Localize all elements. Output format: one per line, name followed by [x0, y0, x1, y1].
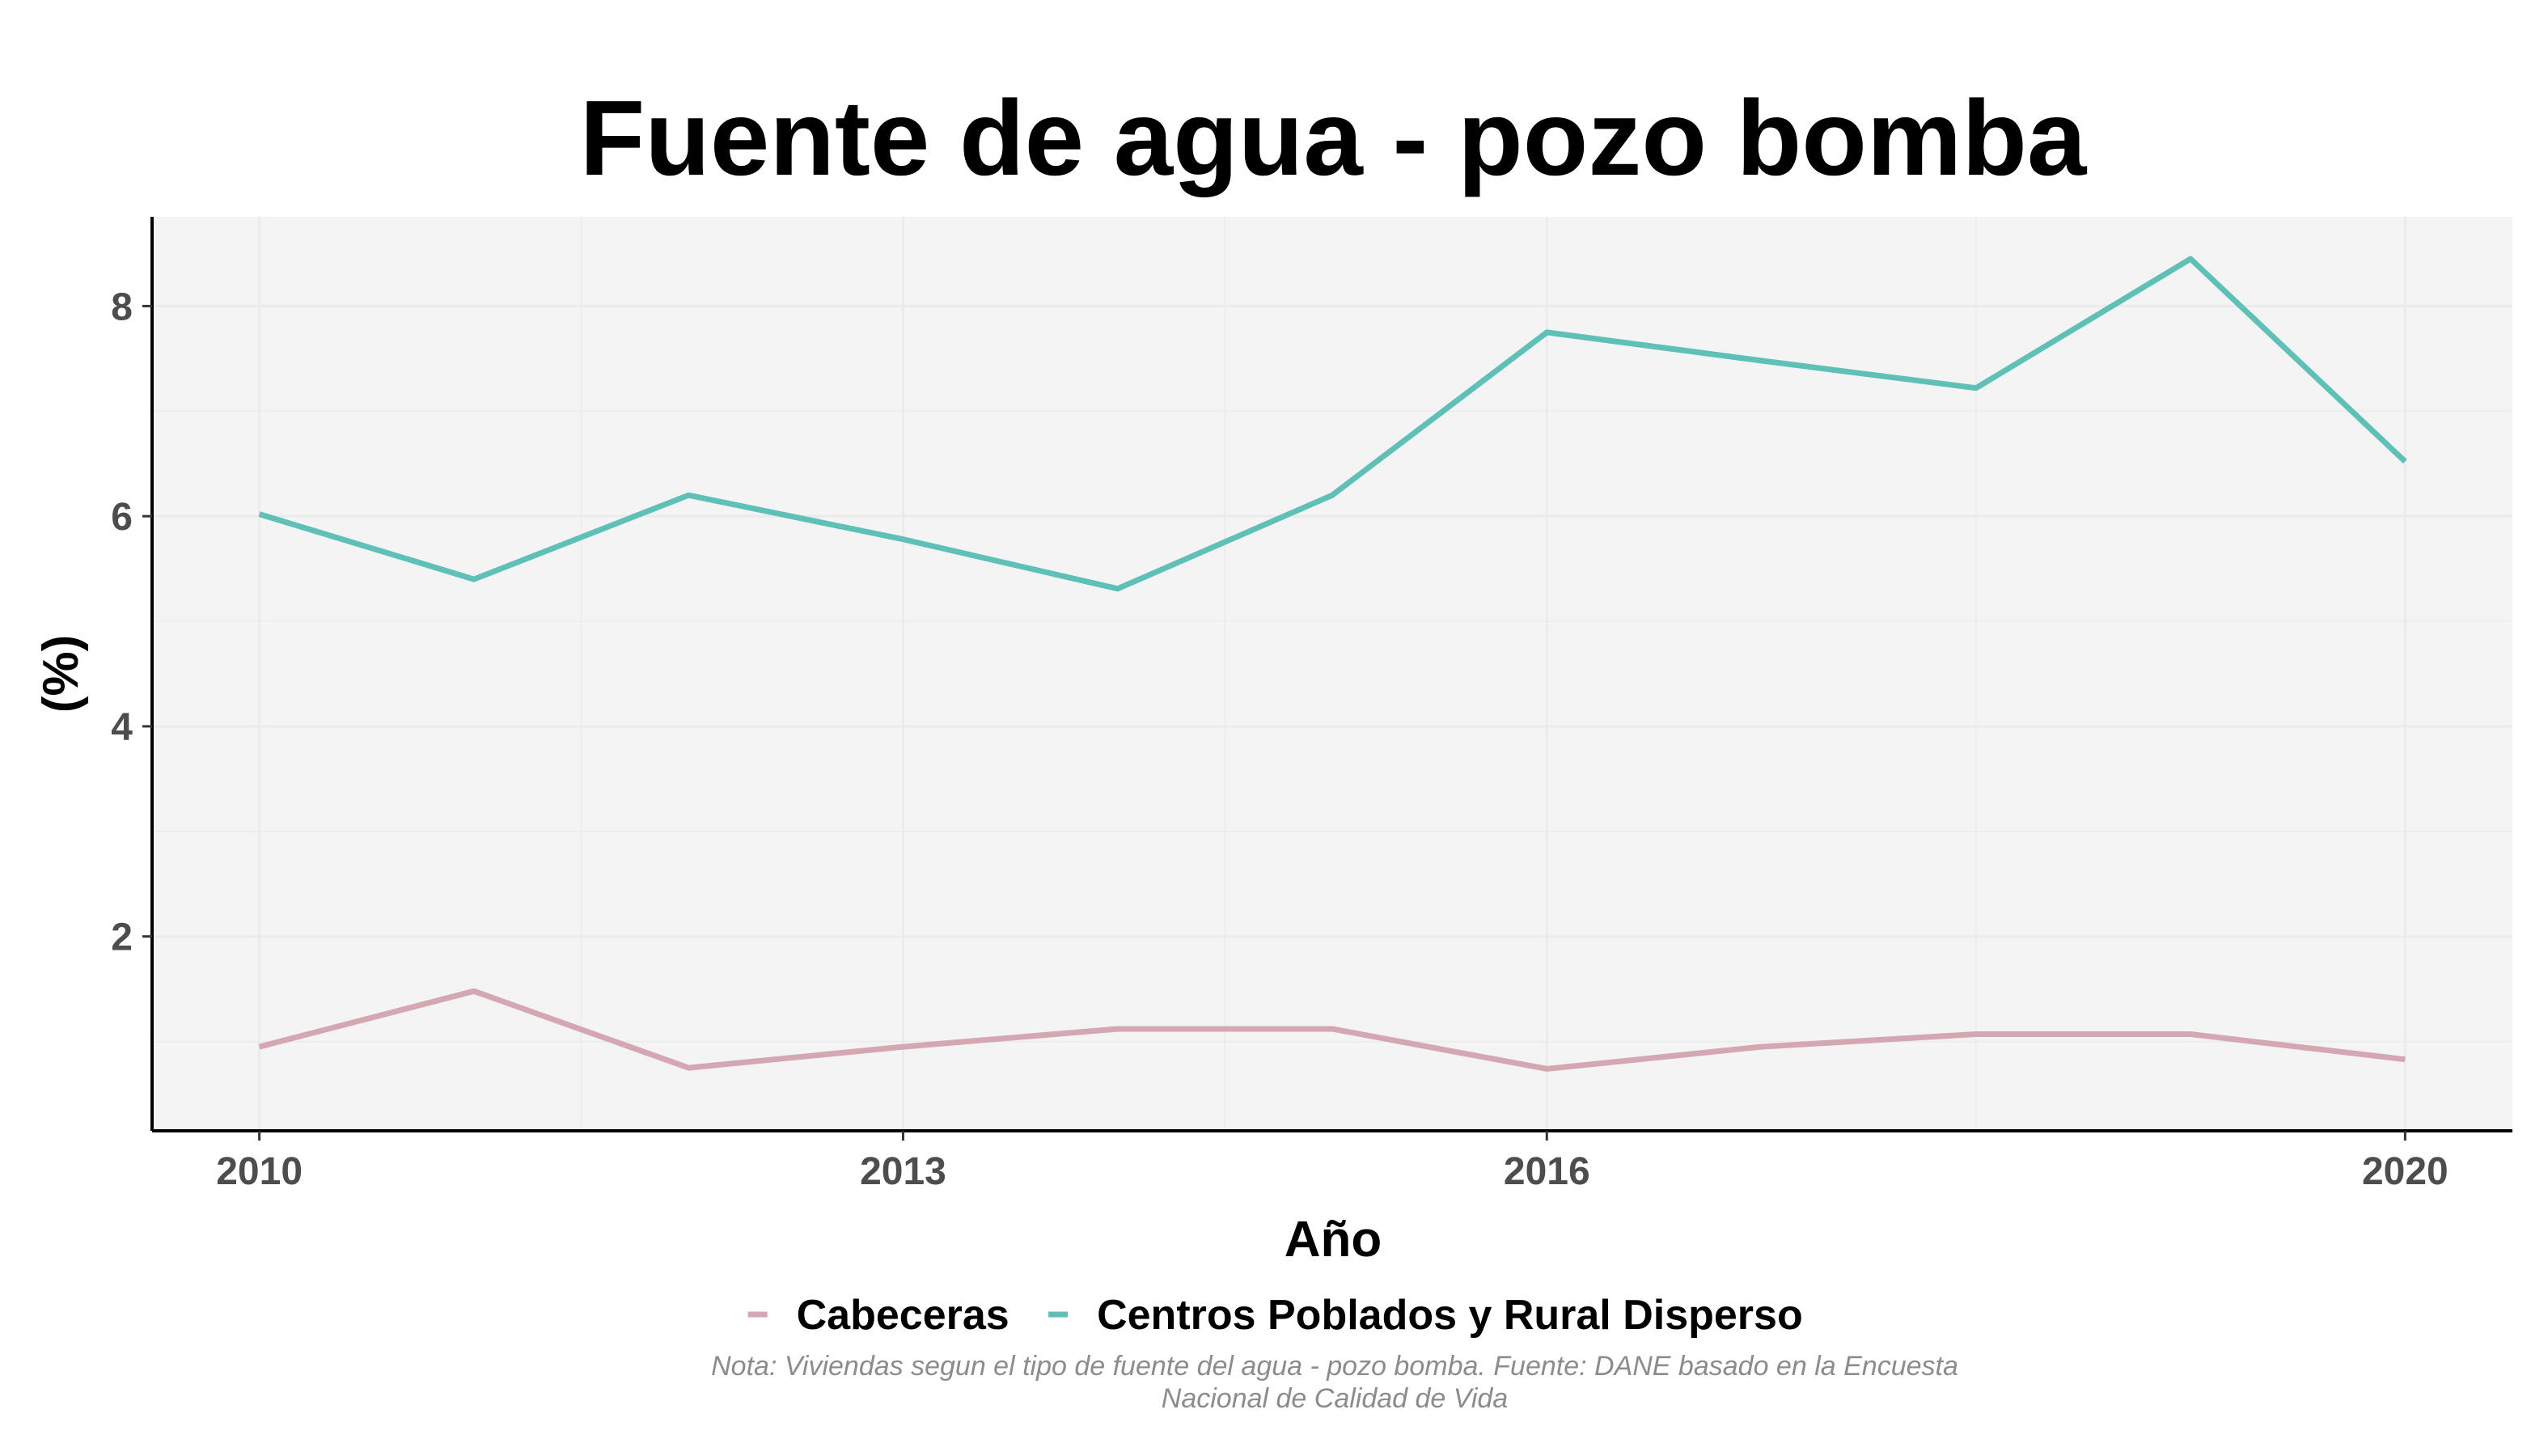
- y-tick-label: 6: [111, 496, 133, 539]
- x-tick-label: 2020: [2362, 1150, 2449, 1193]
- y-axis-title: (%): [33, 635, 89, 713]
- legend-label-2: Centros Poblados y Rural Disperso: [1097, 1292, 1803, 1339]
- y-tick-label: 2: [111, 916, 133, 959]
- chart-title: Fuente de agua - pozo bomba: [580, 78, 2088, 197]
- grid-lines: [152, 217, 2512, 1131]
- caption: Nota: Viviendas segun el tipo de fuente …: [711, 1351, 1958, 1414]
- series-lines: [258, 256, 2407, 1072]
- plot-panel: 2 4 6 8 2010 2013 2016 2020: [111, 217, 2512, 1193]
- x-tick-label: 2013: [860, 1150, 946, 1193]
- caption-line-2: Nacional de Calidad de Vida: [1162, 1383, 1508, 1414]
- x-tick-label: 2016: [1504, 1150, 1590, 1193]
- y-tick-label: 4: [111, 706, 133, 749]
- x-tick-label: 2010: [216, 1150, 303, 1193]
- series-line-2: [258, 256, 2407, 592]
- x-axis-ticks: 2010 2013 2016 2020: [216, 1131, 2449, 1193]
- caption-line-1: Nota: Viviendas segun el tipo de fuente …: [711, 1351, 1958, 1382]
- legend-label-1: Cabeceras: [797, 1292, 1009, 1339]
- y-tick-label: 8: [111, 286, 133, 328]
- plot-background: [152, 217, 2512, 1131]
- x-axis-title: Año: [1285, 1212, 1382, 1268]
- series-line-1: [258, 988, 2406, 1072]
- legend: Cabeceras Centros Poblados y Rural Disper…: [747, 1292, 1803, 1339]
- y-axis-ticks: 2 4 6 8: [111, 286, 152, 959]
